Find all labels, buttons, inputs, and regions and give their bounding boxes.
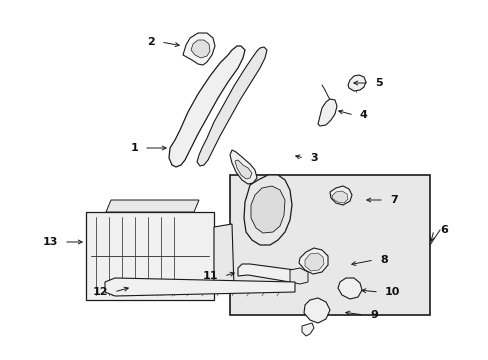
Bar [229, 175, 429, 315]
Polygon shape [169, 46, 244, 167]
Polygon shape [302, 323, 313, 336]
Polygon shape [317, 99, 336, 126]
Bar [86, 212, 214, 300]
Polygon shape [244, 175, 291, 245]
Polygon shape [329, 186, 351, 205]
Polygon shape [331, 191, 347, 203]
Text: 7: 7 [389, 195, 397, 205]
Text: 11: 11 [202, 271, 218, 281]
Polygon shape [191, 40, 209, 58]
Text: 12: 12 [92, 287, 108, 297]
Polygon shape [106, 200, 199, 212]
Text: 8: 8 [379, 255, 387, 265]
Polygon shape [304, 298, 329, 323]
Polygon shape [289, 268, 307, 284]
Text: 4: 4 [359, 110, 367, 120]
Text: 1: 1 [130, 143, 138, 153]
Polygon shape [229, 150, 257, 184]
Polygon shape [197, 47, 266, 166]
Text: 10: 10 [384, 287, 400, 297]
Polygon shape [250, 186, 285, 233]
Text: 13: 13 [42, 237, 58, 247]
Polygon shape [105, 278, 294, 296]
Polygon shape [298, 248, 327, 274]
Polygon shape [214, 224, 234, 288]
Polygon shape [347, 75, 365, 91]
Text: 6: 6 [439, 225, 447, 235]
Text: 9: 9 [369, 310, 377, 320]
Polygon shape [183, 33, 215, 65]
Polygon shape [337, 278, 361, 299]
Polygon shape [235, 160, 251, 179]
Text: 2: 2 [147, 37, 155, 47]
Text: 5: 5 [374, 78, 382, 88]
Text: 3: 3 [309, 153, 317, 163]
Polygon shape [305, 253, 324, 271]
Polygon shape [238, 264, 294, 282]
